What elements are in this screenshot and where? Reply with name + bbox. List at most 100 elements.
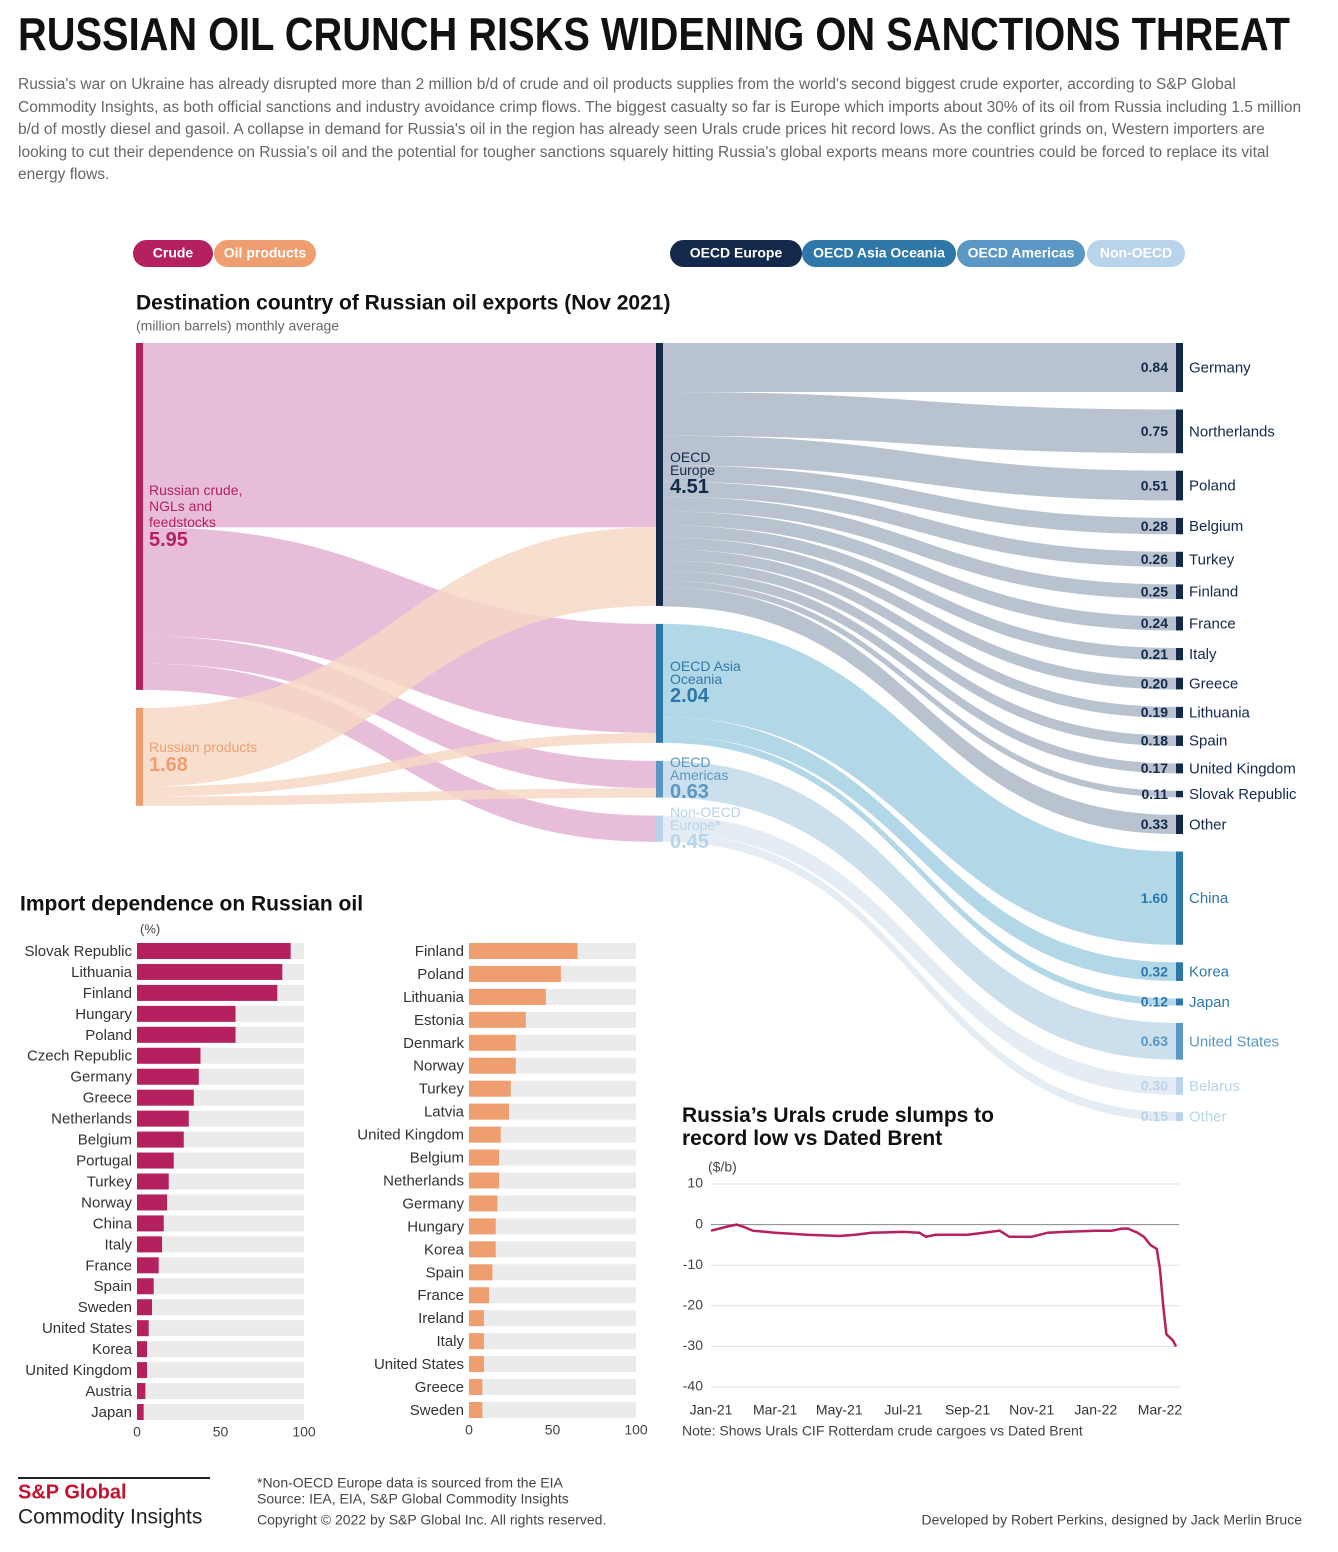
bar xyxy=(137,1404,144,1420)
intro: Russia's war on Ukraine has already disr… xyxy=(18,76,1302,183)
destination-node xyxy=(1176,851,1183,945)
category-label: Netherlands xyxy=(51,1111,132,1128)
x-tick-label: 50 xyxy=(213,1424,229,1440)
legend-pill xyxy=(1087,240,1185,267)
destination-value: 0.12 xyxy=(1141,994,1168,1010)
destination-name: Finland xyxy=(1189,584,1238,601)
source-node xyxy=(136,343,143,690)
category-label: Hungary xyxy=(75,1006,132,1023)
source-value: 1.68 xyxy=(149,753,188,776)
category-label: Spain xyxy=(94,1278,132,1295)
destination-name: Italy xyxy=(1189,646,1217,663)
category-label: Turkey xyxy=(87,1173,133,1190)
bar xyxy=(137,1215,164,1232)
x-tick-label: Jul-21 xyxy=(884,1402,922,1418)
category-label: Finland xyxy=(83,985,132,1002)
x-tick-label: 0 xyxy=(133,1424,141,1440)
bar-track xyxy=(137,1236,304,1253)
category-label: Korea xyxy=(424,1241,465,1258)
bar xyxy=(137,1152,174,1169)
category-label: United States xyxy=(374,1356,464,1373)
bar-track xyxy=(137,1173,304,1190)
destination-name: Lithuania xyxy=(1189,704,1251,721)
footnote: Copyright © 2022 by S&P Global Inc. All … xyxy=(257,1512,606,1528)
category-label: Estonia xyxy=(414,1012,465,1029)
bar xyxy=(469,1195,498,1212)
bar xyxy=(469,1310,485,1327)
destination-name: Belgium xyxy=(1189,518,1243,535)
destination-name: Other xyxy=(1189,816,1227,833)
bar xyxy=(469,1264,493,1281)
flow-link xyxy=(663,735,1176,1006)
bar xyxy=(137,1110,189,1127)
bar-track xyxy=(469,1218,636,1235)
bar xyxy=(469,1172,500,1189)
legend-label: Oil products xyxy=(224,245,307,261)
x-tick-label: Nov-21 xyxy=(1009,1402,1054,1418)
y-tick-label: -40 xyxy=(683,1378,703,1394)
region-value: 0.45 xyxy=(670,830,709,853)
x-tick-label: 50 xyxy=(545,1422,561,1438)
bar-track xyxy=(137,1194,304,1211)
category-label: Slovak Republic xyxy=(24,943,132,960)
flow-link xyxy=(663,560,1176,746)
bar xyxy=(137,1257,159,1274)
bar xyxy=(469,1287,490,1304)
flow-link xyxy=(663,435,1176,501)
bar-track xyxy=(469,1195,636,1212)
flow-link xyxy=(663,343,1176,392)
destination-value: 0.33 xyxy=(1141,816,1168,832)
bar xyxy=(137,943,291,959)
destination-value: 0.19 xyxy=(1141,704,1168,720)
bar xyxy=(137,1236,163,1253)
flow-link xyxy=(663,570,1176,774)
region-label: OECD Asia Oceania xyxy=(670,658,741,688)
destination-name: China xyxy=(1189,890,1229,907)
bar-track xyxy=(469,1172,636,1189)
y-tick-label: 10 xyxy=(687,1175,703,1191)
destination-value: 0.15 xyxy=(1141,1108,1168,1124)
destination-node xyxy=(1176,790,1183,798)
bar-track xyxy=(469,1333,636,1350)
bar-track xyxy=(137,1362,304,1379)
legend-pill xyxy=(957,240,1085,267)
category-label: United Kingdom xyxy=(25,1362,132,1379)
destination-value: 0.20 xyxy=(1141,675,1168,691)
category-label: Sweden xyxy=(78,1299,132,1316)
destination-value: 0.51 xyxy=(1141,477,1168,493)
y-tick-label: -20 xyxy=(683,1297,703,1313)
destination-name: Turkey xyxy=(1189,551,1235,568)
credit: Developed by Robert Perkins, designed by… xyxy=(921,1512,1302,1528)
bar-track xyxy=(137,1278,304,1295)
destination-value: 1.60 xyxy=(1141,890,1168,906)
flow-link xyxy=(663,815,1176,1095)
destination-value: 0.21 xyxy=(1141,646,1168,662)
destination-node xyxy=(1176,763,1183,774)
source-label: Russian products xyxy=(149,738,258,755)
bar xyxy=(137,1362,148,1379)
category-label: Italy xyxy=(104,1236,132,1253)
flow-link xyxy=(663,833,1176,1121)
bar-track xyxy=(469,1402,636,1418)
destination-node xyxy=(1176,1077,1183,1095)
bar-track xyxy=(137,1257,304,1274)
bar xyxy=(469,1011,526,1028)
chart-title: Import dependence on Russian oil xyxy=(20,893,363,916)
category-label: Greece xyxy=(415,1379,464,1396)
bar xyxy=(469,1080,511,1097)
category-label: Belgium xyxy=(410,1150,464,1167)
chart-subtitle: (million barrels) monthly average xyxy=(136,318,339,334)
destination-node xyxy=(1176,616,1183,631)
destination-node xyxy=(1176,706,1183,718)
bar xyxy=(137,1341,148,1358)
category-label: Sweden xyxy=(410,1402,464,1419)
source-value: 5.95 xyxy=(149,529,188,552)
legend-label: OECD Asia Oceania xyxy=(813,245,945,261)
bar xyxy=(469,1241,496,1258)
x-tick-label: 0 xyxy=(465,1422,473,1438)
destination-name: Poland xyxy=(1189,478,1236,495)
bar xyxy=(137,1131,184,1148)
bar-track xyxy=(469,1379,636,1396)
category-label: Japan xyxy=(91,1404,132,1421)
bar-track xyxy=(137,1341,304,1358)
